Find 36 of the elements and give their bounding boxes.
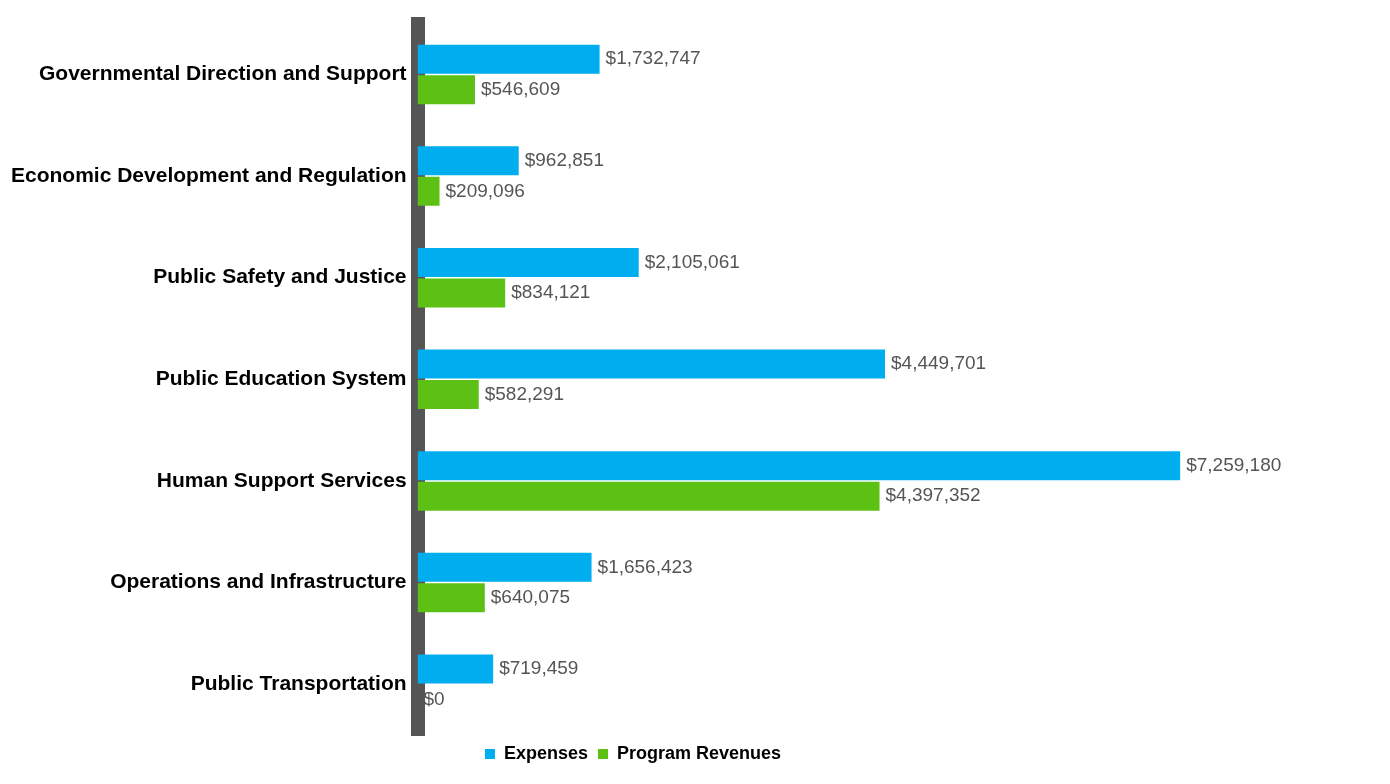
- bar: [417, 481, 880, 511]
- y-tick-label: Human Support Services: [156, 467, 407, 491]
- y-tick-label: Public Transportation: [190, 670, 407, 694]
- y-tick-label: Operations and Infrastructure: [110, 569, 407, 593]
- data-label: $2,105,061: [644, 250, 740, 272]
- bar: [417, 451, 1181, 481]
- bar: [417, 552, 592, 582]
- data-label: $209,096: [445, 179, 525, 201]
- legend-label: Program Revenues: [616, 742, 782, 763]
- data-label: $1,656,423: [597, 555, 693, 577]
- bar: [417, 380, 479, 410]
- data-label: $640,075: [490, 586, 571, 608]
- data-label: $7,259,180: [1186, 453, 1282, 475]
- data-label: $719,459: [499, 657, 579, 679]
- data-label: $1,732,747: [605, 47, 701, 69]
- y-tick-label: Economic Development and Regulation: [10, 162, 407, 186]
- y-tick-label: Public Safety and Justice: [153, 264, 407, 288]
- y-tick-label: Governmental Direction and Support: [39, 61, 407, 85]
- data-label: $4,449,701: [891, 352, 987, 374]
- bar: [417, 278, 506, 308]
- bar: [417, 349, 886, 379]
- bar: [417, 583, 485, 613]
- bar: [417, 146, 519, 176]
- data-label: $834,121: [511, 281, 591, 303]
- bar: [417, 654, 494, 684]
- bar: [417, 247, 639, 277]
- data-label: $582,291: [484, 382, 564, 404]
- legend-label: Expenses: [503, 742, 588, 763]
- bar: [417, 176, 440, 206]
- data-label: $0: [423, 687, 445, 709]
- data-label: $546,609: [480, 77, 561, 99]
- data-label: $962,851: [524, 149, 604, 171]
- bar: [417, 75, 475, 105]
- y-tick-label: Public Education System: [155, 366, 407, 390]
- data-label: $4,397,352: [885, 484, 981, 506]
- bar: [417, 44, 600, 74]
